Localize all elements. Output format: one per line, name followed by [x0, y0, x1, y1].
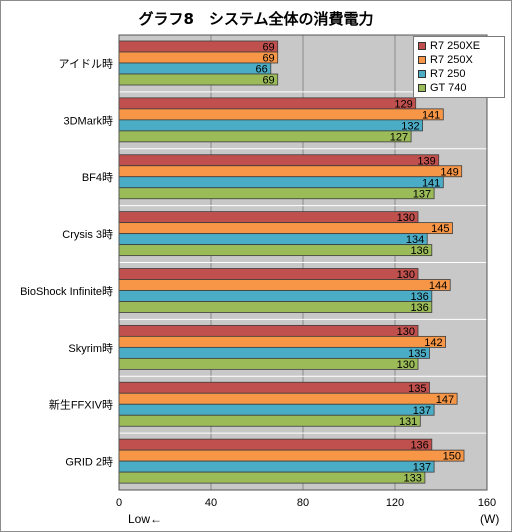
data-label: 136 [410, 291, 428, 303]
bar [118, 62, 272, 75]
bar [118, 414, 421, 427]
bar [118, 51, 279, 64]
legend-swatch [418, 70, 426, 78]
bar [118, 438, 433, 451]
bar [118, 460, 435, 473]
category-label: Skyrim時 [68, 342, 113, 355]
bar [118, 335, 447, 348]
bar [118, 301, 433, 313]
legend: R7 250XE R7 250X R7 250 GT 740 [413, 36, 505, 98]
legend-item: R7 250 [418, 67, 500, 81]
bar [118, 176, 444, 189]
bar [118, 324, 419, 337]
bar [118, 471, 426, 484]
data-label: 69 [262, 75, 274, 87]
bar [118, 165, 463, 178]
data-label: 136 [410, 302, 428, 314]
bar [118, 119, 424, 132]
bar [118, 279, 451, 291]
bar [118, 130, 412, 143]
legend-label: GT 740 [430, 82, 467, 94]
bar [118, 211, 419, 224]
data-label: 144 [429, 280, 447, 292]
data-label: 137 [413, 462, 431, 474]
bar [118, 290, 433, 302]
legend-item: R7 250X [418, 53, 500, 67]
data-label: 134 [406, 234, 424, 246]
bar [118, 154, 440, 167]
legend-label: R7 250X [430, 54, 473, 66]
data-label: 131 [399, 416, 417, 428]
bar [118, 40, 279, 53]
bar [118, 244, 433, 257]
category-label: 3DMark時 [63, 114, 113, 127]
legend-label: R7 250XE [430, 40, 481, 52]
data-label: 147 [436, 394, 454, 406]
data-label: 139 [417, 155, 435, 167]
data-label: 132 [401, 120, 419, 132]
category-label: 新生FFXIV時 [49, 398, 113, 412]
legend-swatch [418, 42, 426, 50]
data-label: 130 [397, 326, 415, 338]
category-label: Crysis 3時 [62, 228, 113, 241]
axis-note: Low← [128, 512, 163, 526]
bar [118, 381, 430, 394]
bar [118, 187, 435, 200]
data-label: 149 [440, 166, 458, 178]
data-label: 150 [443, 451, 461, 463]
legend-item: R7 250XE [418, 39, 500, 53]
bar [118, 392, 458, 405]
bar [118, 449, 465, 462]
bar [118, 108, 444, 121]
bar [118, 73, 279, 86]
data-label: 142 [424, 337, 442, 349]
bar [118, 222, 453, 235]
data-label: 129 [394, 98, 412, 110]
data-label: 141 [422, 177, 440, 189]
category-label: アイドル時 [59, 57, 113, 70]
data-label: 130 [397, 359, 415, 371]
legend-swatch [418, 84, 426, 92]
x-tick-label: 40 [205, 497, 217, 509]
data-label: 130 [397, 269, 415, 281]
legend-label: R7 250 [430, 68, 466, 80]
data-label: 69 [262, 53, 274, 65]
category-label: BioShock Infinite時 [20, 285, 113, 298]
bar [118, 97, 417, 110]
data-label: 137 [413, 188, 431, 200]
plot-border [118, 34, 488, 491]
data-label: 127 [390, 131, 408, 143]
legend-swatch [418, 56, 426, 64]
x-tick-label: 80 [297, 497, 309, 509]
bar [118, 346, 430, 359]
bar [118, 268, 419, 280]
data-label: 145 [431, 223, 449, 235]
chart-title: グラフ8 システム全体の消費電力 [138, 10, 374, 28]
data-label: 135 [408, 348, 426, 360]
data-label: 141 [422, 109, 440, 121]
data-label: 69 [262, 42, 274, 54]
bar [118, 403, 435, 416]
x-tick-label: 0 [116, 497, 122, 509]
data-label: 66 [256, 64, 268, 76]
x-tick-label: 160 [478, 497, 496, 509]
bar [118, 233, 428, 246]
category-label: GRID 2時 [65, 456, 113, 469]
data-label: 133 [404, 473, 422, 485]
data-label: 130 [397, 212, 415, 224]
data-label: 135 [408, 383, 426, 395]
category-label: BF4時 [82, 171, 113, 184]
data-label: 136 [410, 440, 428, 452]
unit-label: (W) [480, 512, 500, 526]
data-label: 137 [413, 405, 431, 417]
bar [118, 357, 419, 370]
legend-item: GT 740 [418, 81, 500, 95]
x-tick-label: 120 [386, 497, 404, 509]
data-label: 136 [410, 245, 428, 257]
